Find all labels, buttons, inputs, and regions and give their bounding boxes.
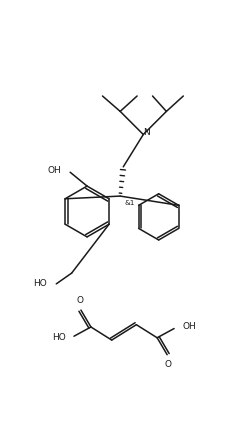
Text: O: O [164, 360, 171, 369]
Text: &1: &1 [124, 200, 135, 206]
Text: OH: OH [182, 322, 196, 332]
Text: OH: OH [48, 166, 61, 175]
Text: O: O [76, 295, 83, 305]
Text: N: N [142, 128, 149, 137]
Text: HO: HO [33, 279, 47, 288]
Text: HO: HO [52, 333, 65, 342]
